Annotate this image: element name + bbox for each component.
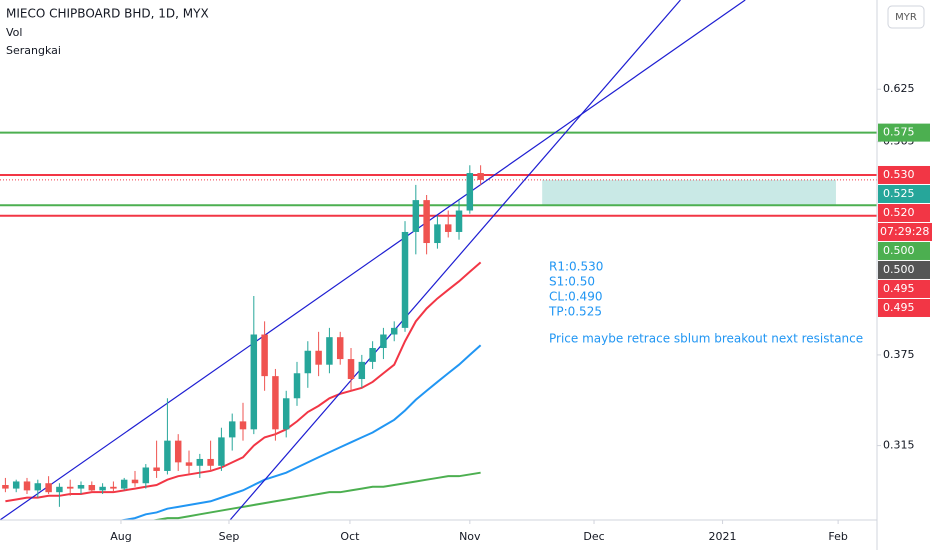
- x-tick-label: 2021: [709, 530, 737, 543]
- trendline: [0, 0, 746, 520]
- countdown-box: [878, 222, 932, 241]
- candle-body: [293, 373, 301, 399]
- candle-body: [401, 231, 409, 328]
- candle-body: [434, 224, 441, 244]
- price-label-box: [878, 165, 930, 184]
- candle-body: [390, 327, 398, 335]
- price-label-box: [878, 241, 930, 260]
- candle-body: [131, 479, 139, 484]
- candle-body: [34, 483, 42, 491]
- annotation: TP:0.525: [548, 305, 602, 319]
- currency-button[interactable]: [887, 5, 925, 29]
- trendline: [229, 0, 681, 520]
- countdown: 07:29:28: [880, 225, 929, 238]
- y-tick-label: 0.375: [883, 348, 915, 361]
- price-label-box: [878, 203, 930, 222]
- candle-body: [2, 485, 9, 489]
- candle-body: [207, 458, 214, 466]
- price-label: 0.495: [883, 301, 915, 314]
- candle-body: [196, 458, 204, 466]
- candle-body: [477, 173, 484, 180]
- candle-body: [45, 483, 52, 493]
- price-label: 0.520: [883, 206, 915, 219]
- x-tick-label: Nov: [459, 530, 481, 543]
- candle-body: [174, 440, 182, 463]
- candle-body: [315, 350, 322, 365]
- candle-body: [142, 467, 150, 484]
- x-tick-label: Aug: [110, 530, 131, 543]
- candle-body: [110, 486, 117, 489]
- price-label: 0.495: [883, 282, 915, 295]
- annotation: CL:0.490: [549, 290, 602, 304]
- price-label-box: [878, 260, 930, 279]
- x-tick-label: Sep: [219, 530, 240, 543]
- annotation: S1:0.50: [549, 275, 595, 289]
- candle-body: [444, 224, 452, 232]
- indicator-label: Serangkai: [6, 44, 61, 57]
- price-label-box: [878, 184, 930, 203]
- indicator-label: Vol: [6, 26, 22, 39]
- candle-body: [99, 486, 106, 491]
- candle-body: [466, 173, 474, 211]
- candle-body: [120, 479, 128, 489]
- candle-body: [228, 421, 236, 438]
- candle-body: [347, 359, 355, 380]
- price-label-box: [878, 123, 930, 142]
- candle-body: [423, 200, 430, 244]
- candle-body: [336, 337, 344, 360]
- candle-body: [218, 437, 225, 466]
- candle-body: [358, 361, 366, 380]
- candle-body: [77, 485, 85, 489]
- moving-average: [5, 261, 482, 503]
- candle-body: [185, 462, 193, 466]
- currency-label[interactable]: MYR: [895, 12, 917, 23]
- price-label: 0.530: [883, 168, 915, 181]
- y-tick-label: 0.625: [883, 82, 915, 95]
- chart-title: MIECO CHIPBOARD BHD, 1D, MYX: [6, 7, 209, 21]
- candle-body: [455, 210, 463, 232]
- candle-body: [250, 334, 258, 430]
- price-label-box: [878, 298, 930, 317]
- candle-body: [12, 481, 20, 489]
- price-label: 0.500: [883, 263, 915, 276]
- candle-body: [153, 467, 160, 471]
- price-label: 0.575: [883, 126, 915, 139]
- price-label-box: [878, 279, 930, 298]
- candle-body: [369, 348, 376, 362]
- x-tick-label: Feb: [828, 530, 847, 543]
- price-label: 0.500: [883, 244, 915, 257]
- candle-body: [88, 485, 96, 491]
- moving-average: [150, 471, 481, 520]
- x-tick-label: Oct: [340, 530, 360, 543]
- candle-body: [304, 350, 312, 374]
- candle-body: [380, 334, 387, 349]
- candle-body: [326, 337, 333, 365]
- y-tick-label: 0.315: [883, 439, 915, 452]
- price-label: 0.525: [883, 187, 915, 200]
- candle-body: [272, 376, 279, 430]
- candle-body: [412, 200, 420, 232]
- target-zone: [542, 179, 836, 206]
- candle-body: [56, 486, 63, 493]
- candle-body: [261, 334, 268, 377]
- moving-average: [118, 344, 482, 520]
- candle-body: [66, 486, 74, 489]
- annotation: R1:0.530: [549, 260, 603, 274]
- x-tick-label: Dec: [583, 530, 604, 543]
- candle-body: [239, 421, 247, 430]
- candle-body: [23, 481, 31, 491]
- candle-body: [164, 440, 171, 471]
- annotation: Price maybe retrace sblum breakout next …: [549, 332, 863, 346]
- candle-body: [282, 398, 290, 430]
- plot-area: [0, 0, 877, 520]
